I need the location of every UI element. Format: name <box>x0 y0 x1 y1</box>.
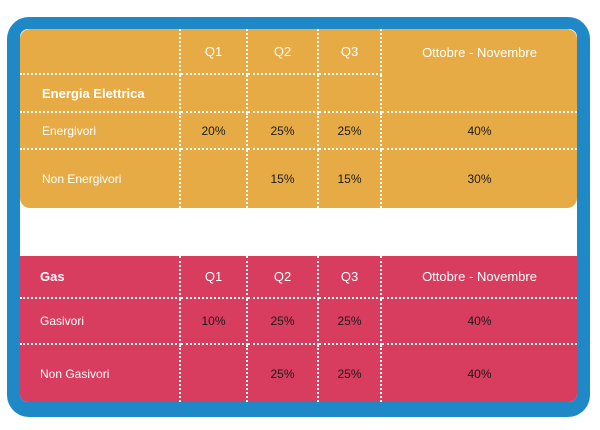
row-label-gasivori: Gasivori <box>20 299 181 345</box>
electric-title-cell <box>382 75 577 113</box>
row-label-non-energivori: Non Energivori <box>20 150 181 208</box>
gas-header-q2: Q2 <box>248 256 319 299</box>
table-cell <box>181 345 248 402</box>
table-cell: 25% <box>319 299 382 345</box>
table-cell <box>181 150 248 208</box>
gas-header-q1: Q1 <box>181 256 248 299</box>
electric-title-cell <box>181 75 248 113</box>
table-cell: 25% <box>248 113 319 150</box>
gas-table: Gas Q1 Q2 Q3 Ottobre - Novembre Gasivori… <box>20 256 577 402</box>
table-cell: 25% <box>248 299 319 345</box>
table-cell: 30% <box>467 172 492 186</box>
tables-panel: Q1 Q2 Q3 Ottobre - Novembre Energia Elet… <box>20 29 577 402</box>
gas-title: Gas <box>20 256 181 299</box>
electric-title-cell <box>319 75 382 113</box>
table-cell: 15% <box>248 150 319 208</box>
electric-title-cell <box>248 75 319 113</box>
table-cell: 20% <box>181 113 248 150</box>
electric-header-q1: Q1 <box>181 29 248 75</box>
outer-frame: Q1 Q2 Q3 Ottobre - Novembre Energia Elet… <box>7 17 590 417</box>
electric-header-oct-nov: Ottobre - Novembre <box>422 44 537 60</box>
table-cell: 15% <box>319 150 382 208</box>
electric-header-q2: Q2 <box>248 29 319 75</box>
table-cell: 10% <box>181 299 248 345</box>
electric-header-q3: Q3 <box>319 29 382 75</box>
row-label-energivori: Energivori <box>20 113 181 150</box>
table-cell: 40% <box>382 113 577 150</box>
electric-corner-cell <box>20 29 181 75</box>
table-cell: 25% <box>319 113 382 150</box>
electric-table: Q1 Q2 Q3 Ottobre - Novembre Energia Elet… <box>20 29 577 208</box>
electric-title: Energia Elettrica <box>20 75 181 113</box>
gas-header-q3: Q3 <box>319 256 382 299</box>
table-cell: 25% <box>248 345 319 402</box>
row-label-non-gasivori: Non Gasivori <box>20 345 181 402</box>
table-cell: 40% <box>467 366 492 381</box>
table-cell: 40% <box>382 299 577 345</box>
gas-header-oct-nov: Ottobre - Novembre <box>382 256 577 299</box>
table-cell: 25% <box>319 345 382 402</box>
